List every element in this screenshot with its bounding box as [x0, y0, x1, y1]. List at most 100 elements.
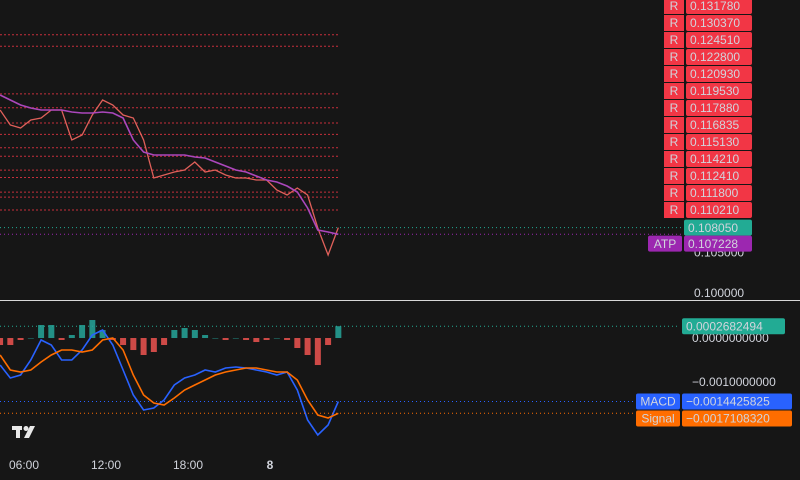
level-tag-box — [664, 0, 684, 14]
price-label-box — [684, 235, 752, 252]
y-tick-label: −0.0010000000 — [692, 375, 776, 389]
level-tag-box — [664, 202, 684, 218]
histogram-bar — [243, 338, 250, 340]
indicator-label-text: −0.0014425825 — [686, 395, 770, 409]
indicator-label-box — [682, 393, 792, 410]
series-name: Signal — [641, 412, 674, 426]
level-label-text: 0.110210 — [690, 203, 739, 217]
level-tag: R — [670, 169, 679, 183]
level-tag-box — [664, 32, 684, 48]
indicator-label-text: −0.0017108320 — [686, 412, 770, 426]
histogram-bar — [79, 325, 86, 339]
signal-line — [0, 337, 339, 419]
histogram-bar — [17, 338, 24, 340]
histogram-bar — [27, 338, 34, 339]
histogram-bar — [181, 328, 188, 339]
histogram-bar — [253, 338, 260, 343]
level-label-text: 0.117880 — [690, 101, 739, 115]
x-tick-label: 18:00 — [173, 458, 203, 472]
histogram-bar — [314, 338, 321, 366]
tradingview-logo — [12, 426, 35, 438]
level-tag: R — [670, 203, 679, 217]
series-name-box — [636, 393, 680, 410]
histogram-bar — [191, 330, 198, 339]
histogram-bar — [294, 338, 301, 349]
histogram-label-text: 0.0002682494 — [686, 319, 763, 333]
level-tag-box — [664, 100, 684, 116]
histogram-bar — [38, 325, 45, 339]
level-tag: R — [670, 152, 679, 166]
level-tag-box — [664, 66, 684, 82]
level-label-text: 0.119530 — [690, 84, 739, 98]
level-tag: R — [670, 0, 679, 13]
series-name-box — [648, 235, 682, 252]
histogram-bar — [0, 338, 4, 346]
level-tag: R — [670, 33, 679, 47]
level-tag-box — [664, 117, 684, 133]
level-label-text: 0.112410 — [690, 169, 739, 183]
price-label-text: 0.107228 — [688, 237, 738, 251]
histogram-bar — [232, 338, 239, 339]
level-label-box — [686, 202, 752, 218]
x-tick-label: 06:00 — [9, 458, 39, 472]
level-tag-box — [664, 168, 684, 184]
level-tag: R — [670, 118, 679, 132]
histogram-bar — [7, 338, 14, 346]
histogram-bar — [284, 338, 291, 340]
histogram-bar — [99, 330, 106, 339]
level-label-box — [686, 49, 752, 65]
level-tag-box — [664, 185, 684, 201]
level-label-text: 0.111800 — [690, 186, 739, 200]
histogram-bar — [222, 338, 229, 340]
histogram-label-box — [682, 318, 785, 335]
level-label-text: 0.124510 — [690, 33, 740, 47]
level-label-box — [686, 168, 752, 184]
price-label-box — [684, 219, 752, 236]
histogram-bar — [273, 338, 280, 339]
level-label-text: 0.114210 — [690, 152, 739, 166]
level-tag-box — [664, 15, 684, 31]
histogram-bar — [161, 338, 168, 346]
level-tag: R — [670, 186, 679, 200]
histogram-bar — [263, 338, 270, 340]
indicator-label-box — [682, 410, 792, 427]
level-label-box — [686, 66, 752, 82]
level-label-box — [686, 117, 752, 133]
level-tag-box — [664, 83, 684, 99]
level-label-text: 0.131780 — [690, 0, 740, 13]
level-label-text: 0.120930 — [690, 67, 740, 81]
level-label-text: 0.130370 — [690, 16, 740, 30]
series-name-box — [636, 410, 680, 427]
histogram-bar — [89, 320, 96, 339]
level-tag-box — [664, 134, 684, 150]
level-label-text: 0.115130 — [690, 135, 739, 149]
series-name: MACD — [640, 395, 676, 409]
histogram-bar — [68, 335, 75, 339]
level-label-box — [686, 0, 752, 14]
histogram-bar — [58, 338, 65, 340]
y-tick-label: 0.0000000000 — [692, 331, 769, 345]
level-tag-box — [664, 49, 684, 65]
level-label-text: 0.122800 — [690, 50, 740, 64]
level-tag: R — [670, 135, 679, 149]
level-label-box — [686, 100, 752, 116]
level-label-box — [686, 32, 752, 48]
x-tick-label: 8 — [267, 458, 274, 472]
price-label-text: 0.108050 — [688, 221, 738, 235]
histogram-bar — [304, 338, 311, 355]
y-tick-label: 0.100000 — [694, 286, 744, 300]
histogram-bar — [325, 338, 332, 346]
level-tag: R — [670, 101, 679, 115]
level-label-box — [686, 83, 752, 99]
histogram-bar — [150, 338, 157, 353]
histogram-bar — [48, 325, 55, 339]
level-tag-box — [664, 151, 684, 167]
level-tag: R — [670, 67, 679, 81]
histogram-bar — [202, 335, 209, 339]
histogram-bar — [171, 330, 178, 339]
histogram-bar — [130, 338, 137, 351]
x-tick-label: 12:00 — [91, 458, 121, 472]
level-tag: R — [670, 50, 679, 64]
atp-line — [0, 94, 339, 236]
